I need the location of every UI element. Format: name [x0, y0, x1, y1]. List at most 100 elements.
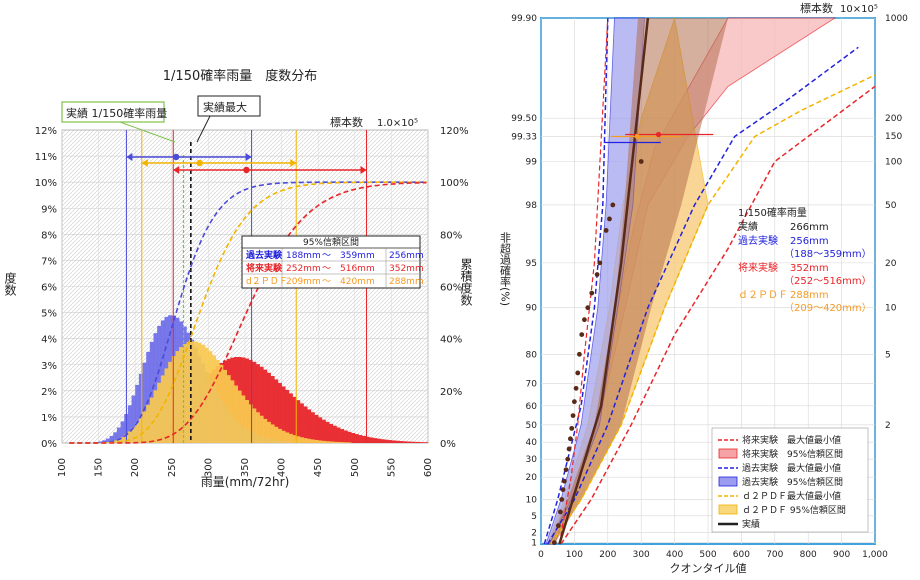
- prob-observed-point: [565, 456, 571, 462]
- hist-y-tick-label: 0%: [41, 439, 57, 450]
- obsmax-callout-box: [197, 95, 261, 117]
- hist-bar: [113, 432, 118, 443]
- hist-y-tick-label: 8%: [41, 230, 57, 241]
- hist-bar: [270, 376, 275, 443]
- hist-bar: [398, 441, 403, 443]
- prob-observed-point: [579, 332, 585, 337]
- ci-row-d2pdf-low: 209mm: [286, 277, 321, 287]
- hist-ci-arrowhead-right: [245, 153, 252, 161]
- hist-bar: [120, 421, 125, 443]
- hist-bar: [303, 438, 308, 443]
- prob-y2-tick-label: 5: [885, 350, 891, 360]
- hist-x-tick-label: 500: [350, 458, 361, 477]
- prob-observed-point: [610, 202, 616, 208]
- info-obs-label: 実績: [738, 220, 758, 233]
- prob-y2-tick-label: 2: [885, 421, 891, 431]
- hist-bar: [127, 405, 132, 443]
- hist-x-tick-label: 300: [203, 458, 214, 477]
- ci-row-past-sep: ～: [322, 251, 331, 261]
- probability-chart: 0 100 200 300 400 500 600 700 800 900 1,000 125102…: [499, 1, 909, 575]
- prob-curve-past-max: [547, 46, 859, 545]
- hist-bar: [98, 441, 103, 443]
- prob-curves: [543, 17, 876, 545]
- hist-bar: [292, 435, 297, 443]
- prob-y2-tick-label: 20: [885, 259, 897, 269]
- hist-y-tick-label: 3%: [41, 361, 57, 372]
- hist-bar: [259, 366, 264, 443]
- prob-observed-point: [607, 216, 612, 222]
- hist-bar: [288, 433, 293, 443]
- hist-ci-center-dot: [196, 159, 203, 167]
- hist-bar: [395, 440, 400, 443]
- hist-bar: [358, 435, 363, 443]
- prob-y2-tick-label: 10: [885, 304, 897, 314]
- prob-x-tick-label: 300: [633, 550, 650, 560]
- ci-row-d2pdf-high: 420mm: [340, 277, 375, 287]
- prob-x-label: クオンタイル値: [670, 562, 747, 575]
- hist-ci-arrowhead-left: [126, 153, 133, 161]
- legend-swatch-future-ci: [718, 448, 738, 459]
- info-future-range: （252～516mm）: [784, 275, 872, 287]
- hist-bar: [318, 440, 323, 443]
- ci-table: 95%信頼区間 過去実験 188mm ～ 359mm 256mm 将来実験 25…: [241, 235, 424, 289]
- hist-bar: [409, 441, 414, 443]
- hist-bar: [131, 427, 136, 443]
- prob-x-tick-label: 400: [666, 550, 683, 560]
- info-past-value: 256mm: [790, 236, 829, 247]
- ci-row-past-high: 359mm: [340, 251, 375, 261]
- info-future-label: 将来実験: [738, 261, 778, 274]
- hist-bar: [237, 390, 242, 443]
- hist-bar: [241, 395, 246, 443]
- hist-x-tick-label: 250: [167, 458, 178, 477]
- ci-table-title: 95%信頼区間: [303, 236, 359, 248]
- prob-observed-point: [560, 487, 566, 493]
- hist-x-tick-label: 200: [130, 458, 141, 477]
- prob-observed-point: [569, 425, 575, 431]
- hist-bar: [219, 364, 224, 443]
- hist-bar: [347, 442, 352, 443]
- prob-observed-point: [585, 305, 591, 311]
- hist-bar: [113, 440, 118, 443]
- hist-bar: [116, 438, 121, 443]
- histogram-y2-ticks: 0% 20% 40% 60% 80% 100% 120%: [440, 126, 469, 450]
- hist-bar: [160, 375, 165, 443]
- prob-y-tick-label: 1: [531, 539, 537, 549]
- prob-y-tick-label: 60: [526, 402, 538, 412]
- hist-bar: [340, 442, 345, 443]
- prob-y2-tick-label: 150: [885, 132, 902, 142]
- histogram-y-label: 度数: [3, 271, 17, 297]
- legend-obs: 実績: [742, 518, 760, 530]
- prob-y2-tick-label: 50: [885, 201, 897, 211]
- hist-bar: [230, 380, 235, 443]
- prob-y2-tick-label: 200: [885, 114, 902, 124]
- hist-bar: [340, 429, 345, 443]
- prob-observed-point: [566, 446, 572, 452]
- hist-y2-tick-label: 120%: [440, 126, 469, 137]
- hist-x-tick-label: 450: [313, 458, 324, 477]
- hist-bar: [329, 441, 334, 443]
- hist-bar: [201, 344, 206, 443]
- hist-bar: [406, 441, 410, 443]
- hist-bar: [215, 359, 220, 443]
- hist-bar: [245, 400, 249, 443]
- hist-bar: [424, 442, 429, 443]
- hist-bar: [212, 355, 217, 443]
- histogram-ci-arrows: [126, 153, 367, 174]
- hist-bar: [168, 361, 173, 443]
- hist-bar: [259, 415, 264, 443]
- hist-bar: [391, 440, 396, 443]
- hist-bar: [208, 351, 213, 443]
- hist-bar: [384, 439, 389, 443]
- hist-bar: [307, 409, 312, 443]
- ci-row-future-high: 516mm: [340, 264, 375, 274]
- prob-curve-d2pdf-max: [550, 74, 876, 545]
- prob-y-tick-label: 99.50: [511, 114, 537, 124]
- prob-x-tick-label: 700: [766, 550, 783, 560]
- prob-y-tick-label: 40: [526, 438, 538, 448]
- prob-x-tick-label: 100: [566, 550, 583, 560]
- hist-bar: [105, 438, 110, 443]
- prob-y-tick-label: 99.33: [511, 132, 537, 142]
- hist-bar: [190, 341, 195, 443]
- hist-bar: [314, 414, 319, 443]
